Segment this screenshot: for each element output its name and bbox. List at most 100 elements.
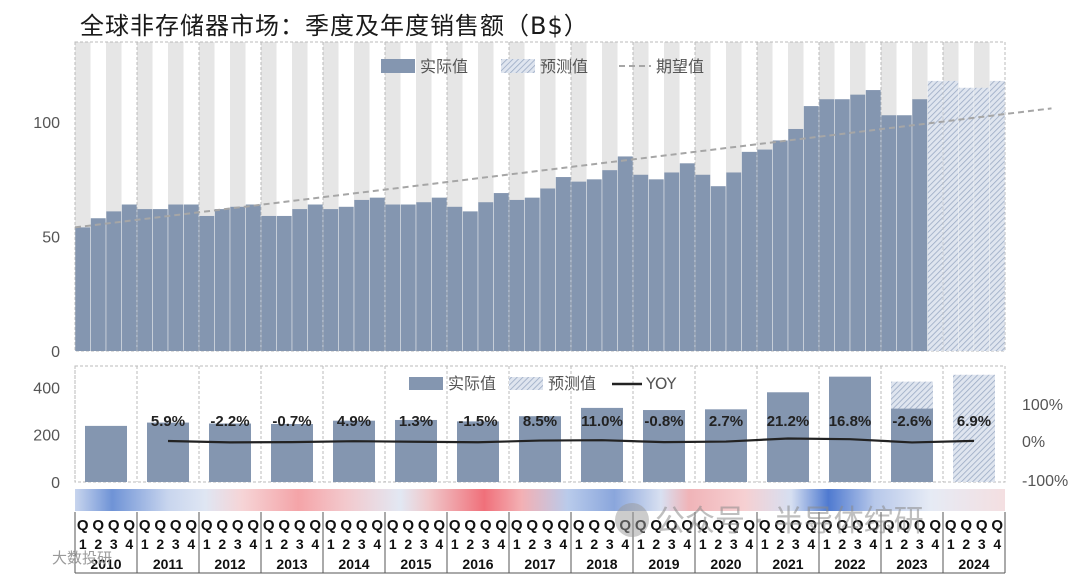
year-label: 2023 — [896, 556, 927, 572]
quarter-letter: Q — [681, 517, 693, 534]
quarter-number: 3 — [482, 536, 490, 552]
yoy-data-label: 6.9% — [957, 413, 991, 430]
bar-actual-quarter — [524, 197, 540, 351]
quarter-number: 4 — [745, 536, 753, 552]
quarter-number: 1 — [203, 536, 211, 552]
bar-actual-quarter — [834, 99, 850, 351]
year-label: 2010 — [90, 556, 121, 572]
quarter-number: 2 — [776, 536, 784, 552]
bar-actual-quarter — [338, 206, 354, 351]
yoy-data-label: 1.3% — [399, 413, 433, 430]
legend-swatch-actual — [381, 59, 415, 73]
year-label: 2011 — [153, 556, 184, 572]
bar-actual-quarter — [540, 188, 556, 351]
bar-actual-quarter — [307, 204, 323, 351]
quarter-letter: Q — [247, 517, 259, 534]
quarter-letter: Q — [588, 517, 600, 534]
yoy-data-label: -1.5% — [458, 413, 497, 430]
legend-label-forecast: 预测值 — [540, 57, 588, 76]
quarter-letter: Q — [139, 517, 151, 534]
bar-actual-quarter — [850, 94, 866, 352]
bar-actual-quarter — [617, 156, 633, 351]
legend-swatch-actual-year — [409, 377, 443, 390]
quarter-number: 3 — [544, 536, 552, 552]
bar-actual-quarter — [292, 209, 308, 351]
quarter-number: 1 — [637, 536, 645, 552]
y2-tick-label: 0% — [1022, 434, 1045, 451]
yoy-data-label: -2.6% — [892, 413, 931, 430]
year-label: 2021 — [772, 556, 803, 572]
quarter-number: 4 — [869, 536, 877, 552]
bar-actual-year — [891, 408, 933, 482]
y-tick-label: 200 — [33, 428, 60, 445]
quarter-letter: Q — [945, 517, 957, 534]
bar-forecast-quarter — [974, 87, 990, 352]
quarter-letter: Q — [340, 517, 352, 534]
quarter-number: 1 — [389, 536, 397, 552]
quarter-number: 4 — [311, 536, 319, 552]
yoy-data-label: 4.9% — [337, 413, 371, 430]
quarter-number: 2 — [838, 536, 846, 552]
quarter-number: 2 — [466, 536, 474, 552]
bar-actual-quarter — [571, 181, 587, 351]
bar-actual-quarter — [819, 99, 835, 351]
quarter-letter: Q — [728, 517, 740, 534]
yoy-data-label: 21.2% — [767, 413, 810, 430]
bar-actual-year — [209, 423, 251, 482]
quarter-letter: Q — [774, 517, 786, 534]
quarter-number: 4 — [931, 536, 939, 552]
year-label: 2024 — [958, 556, 989, 572]
quarter-letter: Q — [387, 517, 399, 534]
quarter-letter: Q — [743, 517, 755, 534]
quarter-number: 2 — [652, 536, 660, 552]
quarter-number: 4 — [497, 536, 505, 552]
quarter-letter: Q — [697, 517, 709, 534]
year-label: 2014 — [338, 556, 369, 572]
bar-forecast-quarter — [958, 87, 974, 352]
quarter-number: 3 — [730, 536, 738, 552]
quarter-number: 3 — [916, 536, 924, 552]
quarter-number: 1 — [575, 536, 583, 552]
quarter-number: 1 — [451, 536, 459, 552]
quarter-number: 3 — [668, 536, 676, 552]
bar-actual-quarter — [214, 209, 230, 351]
bar-actual-quarter — [245, 204, 261, 351]
bar-actual-quarter — [881, 115, 897, 351]
bar-forecast-quarter — [927, 80, 943, 352]
bar-actual-year — [395, 419, 437, 482]
quarter-letter: Q — [929, 517, 941, 534]
quarter-number: 3 — [110, 536, 118, 552]
bar-actual-quarter — [462, 211, 478, 351]
quarter-number: 1 — [761, 536, 769, 552]
bar-actual-quarter — [75, 227, 91, 351]
quarter-number: 2 — [342, 536, 350, 552]
legend-swatch-forecast-year — [509, 377, 543, 390]
quarter-letter: Q — [495, 517, 507, 534]
quarter-letter: Q — [526, 517, 538, 534]
year-label: 2015 — [400, 556, 431, 572]
y-tick-label: 50 — [42, 230, 60, 247]
quarter-letter: Q — [511, 517, 523, 534]
bar-actual-year — [457, 421, 499, 482]
quarter-number: 2 — [900, 536, 908, 552]
yoy-data-label: -0.7% — [272, 413, 311, 430]
y2-tick-label: -100% — [1022, 473, 1068, 490]
quarter-letter: Q — [914, 517, 926, 534]
quarter-letter: Q — [542, 517, 554, 534]
bar-actual-quarter — [679, 163, 695, 351]
quarter-letter: Q — [92, 517, 104, 534]
bar-actual-year — [147, 422, 189, 482]
bar-actual-quarter — [788, 128, 804, 351]
quarter-letter: Q — [123, 517, 135, 534]
year-label: 2018 — [586, 556, 617, 572]
bar-actual-quarter — [369, 197, 385, 351]
bar-actual-quarter — [726, 172, 742, 351]
quarter-number: 4 — [559, 536, 567, 552]
bar-actual-quarter — [400, 204, 416, 351]
bar-actual-quarter — [695, 174, 711, 351]
quarter-number: 2 — [404, 536, 412, 552]
bar-actual-year — [829, 376, 871, 482]
bar-actual-year — [581, 407, 623, 482]
bar-actual-quarter — [803, 106, 819, 351]
watermark-logo-icon — [615, 503, 649, 537]
